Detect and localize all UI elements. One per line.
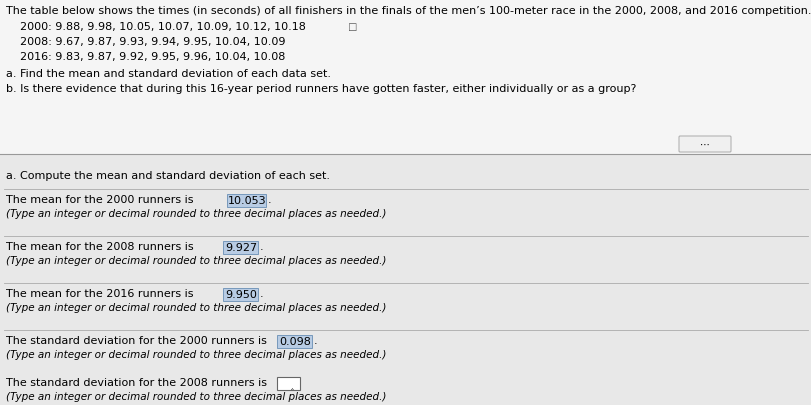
Text: The table below shows the times (in seconds) of all finishers in the finals of t: The table below shows the times (in seco… xyxy=(6,6,810,16)
Text: .: . xyxy=(260,241,264,252)
Text: 0.098: 0.098 xyxy=(279,336,311,346)
Text: ⋯: ⋯ xyxy=(699,140,709,149)
Text: The mean for the 2016 runners is: The mean for the 2016 runners is xyxy=(6,288,197,298)
Text: ‸: ‸ xyxy=(291,380,294,389)
Text: 9.927: 9.927 xyxy=(225,243,257,252)
Text: The standard deviation for the 2008 runners is: The standard deviation for the 2008 runn… xyxy=(6,377,270,387)
Text: 10.053: 10.053 xyxy=(227,196,266,205)
Text: (Type an integer or decimal rounded to three decimal places as needed.): (Type an integer or decimal rounded to t… xyxy=(6,349,386,359)
Text: b. Is there evidence that during this 16-year period runners have gotten faster,: b. Is there evidence that during this 16… xyxy=(6,84,636,94)
FancyBboxPatch shape xyxy=(277,335,312,347)
Text: (Type an integer or decimal rounded to three decimal places as needed.): (Type an integer or decimal rounded to t… xyxy=(6,391,386,401)
Text: The standard deviation for the 2000 runners is: The standard deviation for the 2000 runn… xyxy=(6,335,270,345)
Text: 2016: 9.83, 9.87, 9.92, 9.95, 9.96, 10.04, 10.08: 2016: 9.83, 9.87, 9.92, 9.95, 9.96, 10.0… xyxy=(6,52,285,62)
Text: a. Find the mean and standard deviation of each data set.: a. Find the mean and standard deviation … xyxy=(6,69,331,79)
Bar xyxy=(0,155,811,405)
Text: (Type an integer or decimal rounded to three decimal places as needed.): (Type an integer or decimal rounded to t… xyxy=(6,302,386,312)
FancyBboxPatch shape xyxy=(223,288,258,301)
Text: □: □ xyxy=(345,22,357,32)
FancyBboxPatch shape xyxy=(277,377,300,390)
Text: (Type an integer or decimal rounded to three decimal places as needed.): (Type an integer or decimal rounded to t… xyxy=(6,209,386,218)
Bar xyxy=(0,0,811,155)
Text: The mean for the 2008 runners is: The mean for the 2008 runners is xyxy=(6,241,197,252)
Text: .: . xyxy=(268,194,272,205)
Text: The mean for the 2000 runners is: The mean for the 2000 runners is xyxy=(6,194,197,205)
FancyBboxPatch shape xyxy=(223,241,258,254)
FancyBboxPatch shape xyxy=(678,136,730,153)
Text: .: . xyxy=(260,288,264,298)
Text: 2000: 9.88, 9.98, 10.05, 10.07, 10.09, 10.12, 10.18: 2000: 9.88, 9.98, 10.05, 10.07, 10.09, 1… xyxy=(6,22,306,32)
Text: 2008: 9.67, 9.87, 9.93, 9.94, 9.95, 10.04, 10.09: 2008: 9.67, 9.87, 9.93, 9.94, 9.95, 10.0… xyxy=(6,37,285,47)
Text: .: . xyxy=(314,335,317,345)
Text: (Type an integer or decimal rounded to three decimal places as needed.): (Type an integer or decimal rounded to t… xyxy=(6,256,386,265)
Text: 9.950: 9.950 xyxy=(225,289,256,299)
FancyBboxPatch shape xyxy=(227,194,266,207)
Text: a. Compute the mean and standard deviation of each set.: a. Compute the mean and standard deviati… xyxy=(6,171,329,181)
